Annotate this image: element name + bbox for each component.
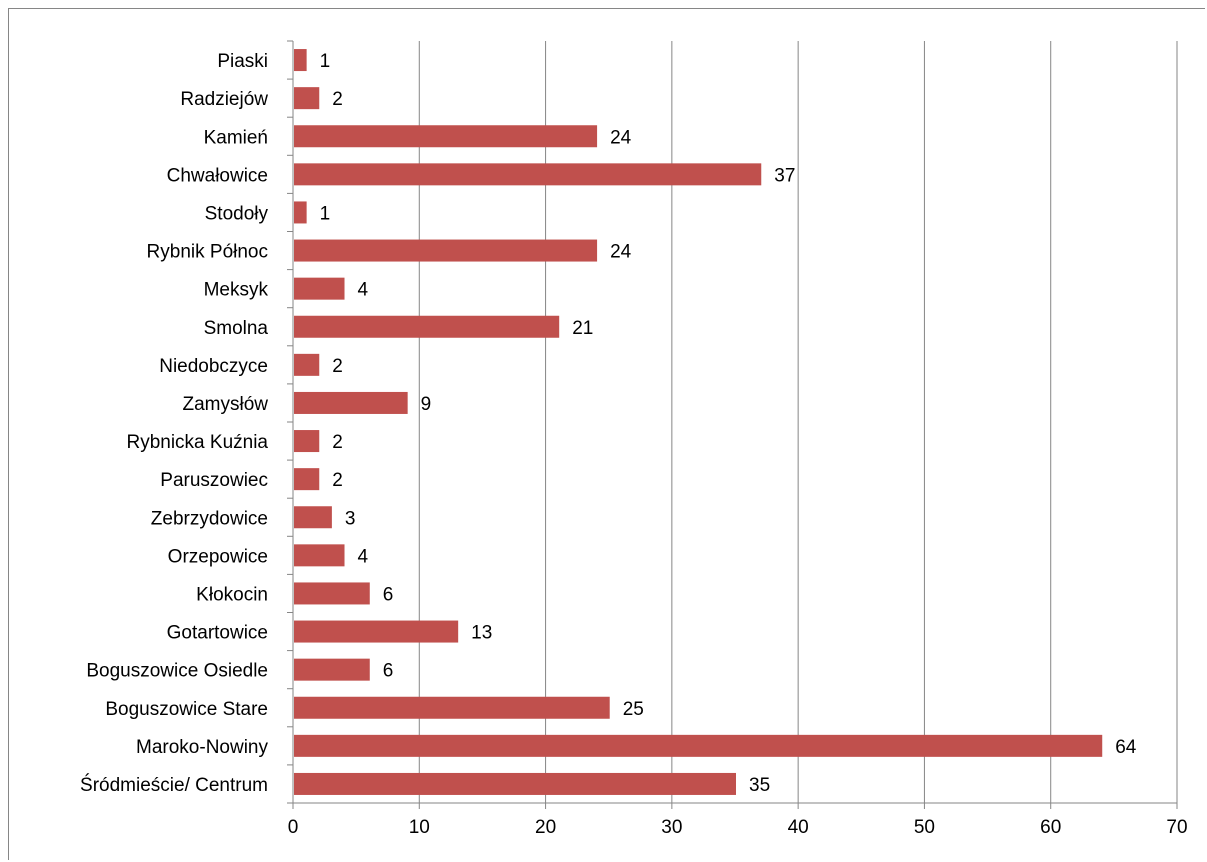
x-tick-label: 50 [914, 817, 935, 838]
data-label: 6 [383, 584, 394, 605]
data-label: 37 [774, 165, 795, 186]
bar [294, 125, 598, 148]
category-label: Paruszowiec [160, 470, 268, 491]
bar [294, 772, 736, 795]
axes [287, 40, 1178, 809]
x-tick-label: 0 [288, 817, 299, 838]
category-label: Piaski [217, 51, 268, 72]
category-label: Rybnik Północ [147, 242, 268, 263]
category-label: Gotartowice [167, 623, 268, 644]
category-label: Radziejów [180, 89, 268, 110]
bar [294, 391, 408, 414]
bar [294, 430, 320, 453]
data-label: 35 [749, 775, 770, 796]
x-tick-label: 20 [535, 817, 556, 838]
data-label: 64 [1115, 737, 1137, 758]
category-label: Kamień [204, 127, 268, 148]
x-tick-label: 70 [1166, 817, 1187, 838]
bar [294, 544, 345, 567]
x-tick-label: 40 [788, 817, 809, 838]
bar [294, 239, 598, 262]
bar [294, 277, 345, 300]
bars [294, 49, 1103, 795]
category-label: Boguszowice Stare [105, 699, 268, 720]
category-label: Zamysłów [182, 394, 268, 415]
category-label: Boguszowice Osiedle [86, 661, 268, 682]
x-tick-label: 60 [1040, 817, 1061, 838]
bar [294, 468, 320, 491]
data-label: 9 [421, 394, 432, 415]
data-label: 1 [320, 203, 331, 224]
bar [294, 353, 320, 376]
bar [294, 315, 560, 338]
x-tick-label: 10 [409, 817, 430, 838]
x-tick-label: 30 [661, 817, 682, 838]
category-label: Śródmieście/ Centrum [80, 774, 268, 796]
category-label: Zebrzydowice [151, 508, 268, 529]
bar [294, 696, 610, 719]
data-label: 4 [358, 546, 369, 567]
data-label: 24 [610, 242, 632, 263]
data-label: 2 [332, 89, 343, 110]
category-label: Stodoły [205, 203, 269, 224]
data-label: 1 [320, 51, 331, 72]
category-label: Kłokocin [196, 584, 268, 605]
bar [294, 201, 307, 224]
bar [294, 87, 320, 110]
data-label: 3 [345, 508, 356, 529]
data-label: 2 [332, 356, 343, 377]
data-label: 4 [358, 280, 369, 301]
category-label: Maroko-Nowiny [136, 737, 268, 758]
bar [294, 620, 459, 643]
gridlines [418, 41, 1178, 803]
bar [294, 506, 332, 529]
data-label: 2 [332, 432, 343, 453]
data-label: 24 [610, 127, 632, 148]
category-label: Smolna [204, 318, 269, 339]
data-label: 21 [572, 318, 593, 339]
category-label: Orzepowice [168, 546, 268, 567]
data-label: 25 [623, 699, 644, 720]
category-label: Niedobczyce [159, 356, 268, 377]
category-label: Meksyk [204, 280, 269, 301]
bar [294, 658, 370, 681]
category-label: Rybnicka Kuźnia [126, 432, 268, 453]
bar [294, 582, 370, 605]
bar [294, 163, 762, 186]
category-label: Chwałowice [167, 165, 268, 186]
bar [294, 734, 1103, 757]
data-label: 2 [332, 470, 343, 491]
bar [294, 49, 307, 72]
data-label: 6 [383, 661, 394, 682]
data-label: 13 [471, 623, 492, 644]
